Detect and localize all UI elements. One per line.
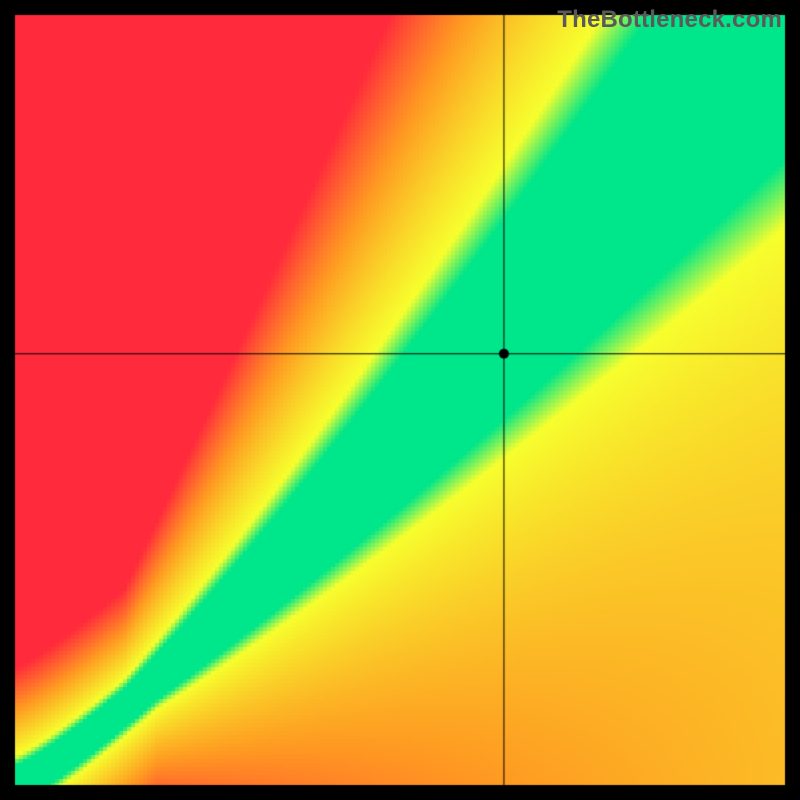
- chart-container: { "watermark": { "text": "TheBottleneck.…: [0, 0, 800, 800]
- bottleneck-heatmap: [0, 0, 800, 800]
- watermark-text: TheBottleneck.com: [557, 6, 782, 34]
